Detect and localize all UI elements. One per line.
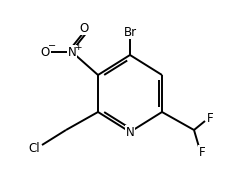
Text: −: − xyxy=(48,41,56,51)
Text: F: F xyxy=(206,111,212,124)
Text: F: F xyxy=(198,145,204,158)
Text: Br: Br xyxy=(123,25,136,38)
Text: Cl: Cl xyxy=(28,142,40,155)
Text: N: N xyxy=(67,46,76,59)
Text: O: O xyxy=(40,46,49,59)
Text: N: N xyxy=(125,125,134,138)
Text: O: O xyxy=(79,22,88,35)
Text: +: + xyxy=(74,43,81,51)
